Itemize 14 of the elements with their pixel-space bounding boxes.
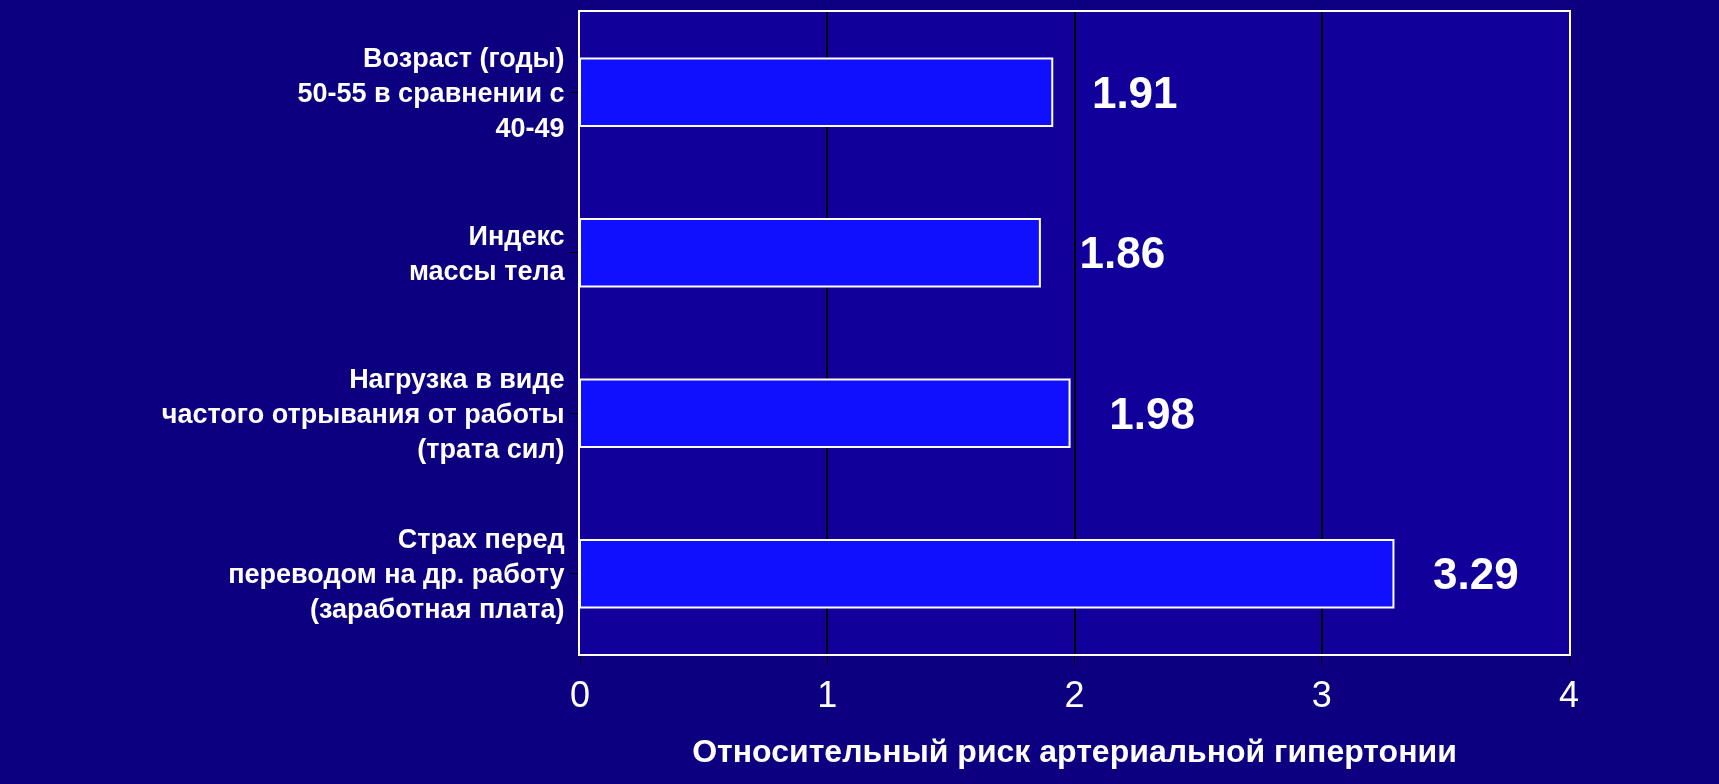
x-tick-label: 2: [1064, 674, 1085, 716]
y-tick-label: Нагрузка в виде частого отрывания от работы (трата сил): [161, 363, 565, 464]
y-tick-label: Страх перед переводом на др. работу (заработная плата): [228, 524, 565, 625]
y-tick-label: Индекс массы тела: [408, 220, 566, 286]
data-label: 1.86: [1042, 228, 1166, 278]
x-tick-label: 0: [569, 674, 591, 716]
data-label: 1.98: [1072, 388, 1195, 438]
x-tick-label: 1: [817, 674, 838, 716]
x-tick-label: 3: [1311, 674, 1332, 716]
x-axis-title: Относительный риск артериальной гипертонии: [692, 732, 1457, 769]
data-label: 1.91: [1055, 67, 1178, 117]
x-tick-label: 4: [1558, 674, 1580, 716]
y-tick-label: Возраст (годы) 50-55 в сравнении с 40-49: [297, 42, 565, 143]
data-label: 3.29: [1396, 549, 1519, 599]
